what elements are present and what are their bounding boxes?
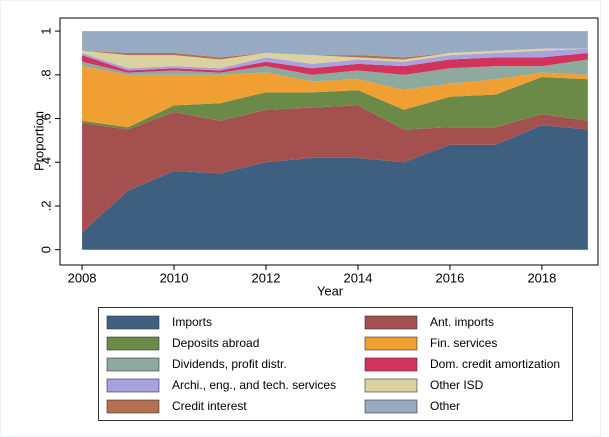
legend-label: Other bbox=[430, 399, 460, 413]
y-tick-label: 0 bbox=[38, 246, 53, 253]
x-tick-label: 2014 bbox=[344, 270, 373, 285]
area bbox=[82, 125, 588, 250]
legend-label: Imports bbox=[172, 315, 212, 329]
area bbox=[82, 66, 588, 128]
legend-label: Credit interest bbox=[172, 399, 247, 413]
legend-swatch bbox=[106, 399, 160, 414]
x-tick-label: 2012 bbox=[252, 270, 281, 285]
x-tick-label: 2016 bbox=[435, 270, 464, 285]
legend-swatch bbox=[106, 336, 160, 351]
y-tick-label: .2 bbox=[38, 201, 53, 212]
y-tick-label: .4 bbox=[38, 157, 53, 168]
legend-swatch bbox=[364, 378, 418, 393]
legend-swatch bbox=[364, 336, 418, 351]
y-axis-label: Proportion bbox=[31, 111, 46, 171]
plot-frame bbox=[59, 17, 599, 266]
area bbox=[82, 48, 588, 71]
legend-label: Dom. credit amortization bbox=[430, 357, 560, 371]
area bbox=[82, 31, 588, 58]
legend-box bbox=[98, 307, 573, 421]
area bbox=[82, 105, 588, 233]
area bbox=[82, 48, 588, 60]
legend-label: Fin. services bbox=[430, 336, 497, 350]
x-axis-label: Year bbox=[317, 283, 344, 298]
legend-swatch bbox=[106, 315, 160, 330]
y-tick-label: .6 bbox=[38, 113, 53, 124]
area bbox=[82, 48, 588, 69]
y-tick-label: .8 bbox=[38, 69, 53, 80]
legend-swatch bbox=[364, 357, 418, 372]
area bbox=[82, 59, 588, 91]
legend-swatch bbox=[364, 315, 418, 330]
legend-label: Dividends, profit distr. bbox=[172, 357, 287, 371]
legend-swatch bbox=[364, 399, 418, 414]
legend-swatch bbox=[106, 378, 160, 393]
y-tick-label: 1 bbox=[38, 27, 53, 34]
x-tick-label: 2008 bbox=[68, 270, 97, 285]
area bbox=[82, 77, 588, 130]
x-tick-label: 2010 bbox=[160, 270, 189, 285]
legend-swatch bbox=[106, 357, 160, 372]
x-tick-label: 2018 bbox=[527, 270, 556, 285]
legend-label: Archi., eng., and tech. services bbox=[172, 378, 336, 392]
legend-label: Other ISD bbox=[430, 378, 484, 392]
legend-label: Ant. imports bbox=[430, 315, 494, 329]
legend-label: Deposits abroad bbox=[172, 336, 259, 350]
area bbox=[82, 52, 588, 75]
